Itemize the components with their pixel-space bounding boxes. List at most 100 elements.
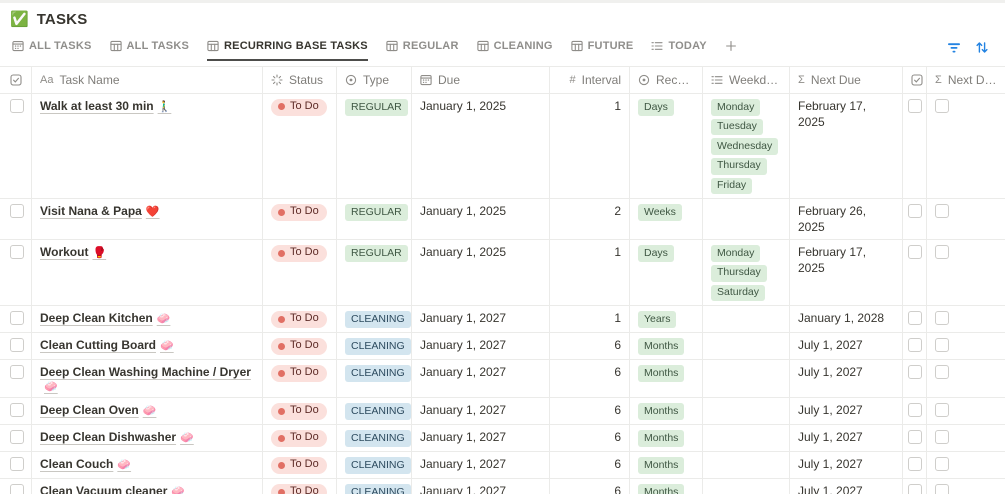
- row-checkbox[interactable]: [10, 338, 24, 353]
- tab-recurring-base-tasks[interactable]: RECURRING BASE TASKS: [207, 40, 368, 61]
- recurrence-tag[interactable]: Weeks: [638, 204, 682, 221]
- cell-check2[interactable]: [903, 479, 927, 494]
- cell-select[interactable]: [0, 452, 32, 479]
- cell-due[interactable]: January 1, 2025: [412, 240, 550, 306]
- recurrence-tag[interactable]: Months: [638, 365, 685, 382]
- next-due-2-checkbox[interactable]: [935, 430, 949, 445]
- cell-check2[interactable]: [903, 306, 927, 333]
- next-due-2-checkbox[interactable]: [935, 245, 949, 260]
- cell-weekdays[interactable]: [703, 360, 790, 398]
- tab-future[interactable]: FUTURE: [570, 40, 634, 61]
- recurrence-tag[interactable]: Months: [638, 338, 685, 355]
- cell-name[interactable]: Clean Vacuum cleaner 🧼: [32, 479, 263, 494]
- cell-name[interactable]: Visit Nana & Papa ❤️: [32, 199, 263, 240]
- cell-type[interactable]: CLEANING: [337, 425, 412, 452]
- cell-weekdays[interactable]: [703, 452, 790, 479]
- column-header-status[interactable]: Status: [263, 67, 337, 93]
- status-pill[interactable]: To Do: [271, 403, 327, 420]
- cell-status[interactable]: To Do: [263, 452, 337, 479]
- column-header-weekdays[interactable]: Weekdays…: [703, 67, 790, 93]
- cell-status[interactable]: To Do: [263, 94, 337, 199]
- row-checkbox[interactable]: [10, 365, 24, 380]
- cell-status[interactable]: To Do: [263, 398, 337, 425]
- done-checkbox[interactable]: [908, 457, 922, 472]
- row-checkbox[interactable]: [10, 311, 24, 326]
- next-due-2-checkbox[interactable]: [935, 338, 949, 353]
- recurrence-tag[interactable]: Months: [638, 403, 685, 420]
- cell-interval[interactable]: 1: [550, 306, 630, 333]
- done-checkbox[interactable]: [908, 484, 922, 494]
- type-tag[interactable]: CLEANING: [345, 484, 411, 494]
- cell-select[interactable]: [0, 94, 32, 199]
- cell-interval[interactable]: 6: [550, 452, 630, 479]
- cell-next_due_2[interactable]: [927, 199, 1005, 239]
- type-tag[interactable]: CLEANING: [345, 403, 411, 420]
- cell-next_due[interactable]: February 26, 2025: [790, 199, 903, 240]
- cell-weekdays[interactable]: [703, 479, 790, 494]
- cell-next_due_2[interactable]: [927, 398, 1005, 424]
- cell-recurrence[interactable]: Months: [630, 425, 703, 452]
- weekday-tag[interactable]: Monday: [711, 99, 761, 116]
- tab-regular[interactable]: REGULAR: [386, 40, 459, 61]
- cell-name[interactable]: Walk at least 30 min 🚶‍♂️: [32, 94, 263, 199]
- cell-select[interactable]: [0, 199, 32, 240]
- cell-weekdays[interactable]: [703, 306, 790, 333]
- recurrence-tag[interactable]: Days: [638, 245, 674, 262]
- cell-type[interactable]: CLEANING: [337, 452, 412, 479]
- column-header-check2[interactable]: [903, 67, 927, 93]
- cell-interval[interactable]: 6: [550, 425, 630, 452]
- cell-name[interactable]: Deep Clean Kitchen 🧼: [32, 306, 263, 333]
- cell-type[interactable]: REGULAR: [337, 240, 412, 306]
- cell-next_due_2[interactable]: [927, 94, 1005, 198]
- cell-select[interactable]: [0, 333, 32, 360]
- cell-name[interactable]: Clean Couch 🧼: [32, 452, 263, 479]
- cell-select[interactable]: [0, 425, 32, 452]
- next-due-2-checkbox[interactable]: [935, 311, 949, 326]
- column-header-next_due[interactable]: Σ Next Due: [790, 67, 903, 93]
- task-name-link[interactable]: Deep Clean Washing Machine / Dryer🧼: [40, 365, 254, 393]
- cell-next_due_2[interactable]: [927, 360, 1005, 397]
- cell-status[interactable]: To Do: [263, 360, 337, 398]
- cell-due[interactable]: January 1, 2027: [412, 452, 550, 479]
- task-name-link[interactable]: Clean Vacuum cleaner 🧼: [40, 484, 185, 494]
- cell-select[interactable]: [0, 479, 32, 494]
- task-name-link[interactable]: Walk at least 30 min 🚶‍♂️: [40, 99, 171, 113]
- cell-interval[interactable]: 1: [550, 94, 630, 199]
- cell-next_due_2[interactable]: [927, 479, 1005, 494]
- cell-select[interactable]: [0, 306, 32, 333]
- task-name-link[interactable]: Clean Couch 🧼: [40, 457, 131, 471]
- cell-status[interactable]: To Do: [263, 479, 337, 494]
- cell-check2[interactable]: [903, 199, 927, 240]
- cell-recurrence[interactable]: Days: [630, 94, 703, 199]
- cell-recurrence[interactable]: Days: [630, 240, 703, 306]
- cell-select[interactable]: [0, 398, 32, 425]
- recurrence-tag[interactable]: Months: [638, 430, 685, 447]
- cell-type[interactable]: CLEANING: [337, 398, 412, 425]
- cell-status[interactable]: To Do: [263, 199, 337, 240]
- cell-check2[interactable]: [903, 333, 927, 360]
- type-tag[interactable]: REGULAR: [345, 99, 408, 116]
- cell-next_due_2[interactable]: [927, 306, 1005, 332]
- status-pill[interactable]: To Do: [271, 430, 327, 447]
- cell-due[interactable]: January 1, 2027: [412, 479, 550, 494]
- cell-weekdays[interactable]: [703, 199, 790, 240]
- next-due-2-checkbox[interactable]: [935, 204, 949, 219]
- done-checkbox[interactable]: [908, 338, 922, 353]
- cell-next_due[interactable]: July 1, 2027: [790, 425, 903, 452]
- cell-weekdays[interactable]: Monday Tuesday Wednesday Thursday Friday: [703, 94, 790, 199]
- column-header-name[interactable]: Aa Task Name: [32, 67, 263, 93]
- type-tag[interactable]: CLEANING: [345, 430, 411, 447]
- type-tag[interactable]: CLEANING: [345, 311, 411, 328]
- task-name-link[interactable]: Deep Clean Oven 🧼: [40, 403, 156, 417]
- cell-due[interactable]: January 1, 2027: [412, 398, 550, 425]
- cell-check2[interactable]: [903, 398, 927, 425]
- cell-due[interactable]: January 1, 2027: [412, 306, 550, 333]
- cell-next_due[interactable]: February 17, 2025: [790, 94, 903, 199]
- cell-recurrence[interactable]: Months: [630, 333, 703, 360]
- status-pill[interactable]: To Do: [271, 457, 327, 474]
- next-due-2-checkbox[interactable]: [935, 99, 949, 113]
- weekday-tag[interactable]: Monday: [711, 245, 761, 262]
- cell-recurrence[interactable]: Years: [630, 306, 703, 333]
- cell-name[interactable]: Deep Clean Dishwasher 🧼: [32, 425, 263, 452]
- cell-check2[interactable]: [903, 425, 927, 452]
